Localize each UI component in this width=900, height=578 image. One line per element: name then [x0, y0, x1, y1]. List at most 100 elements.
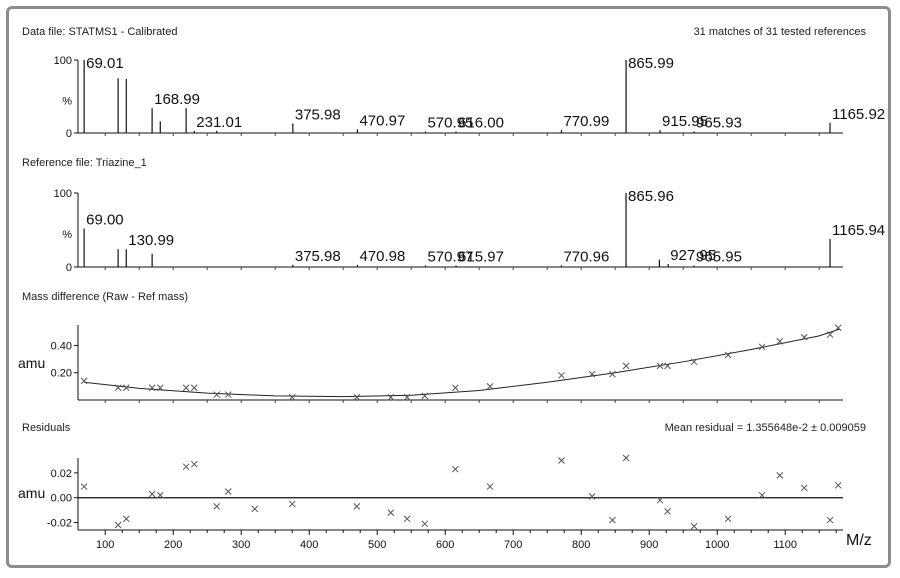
residuals-point — [182, 463, 190, 471]
residuals-point — [622, 454, 630, 462]
x-tick-label: 800 — [572, 539, 590, 551]
reference-file-peak-label: 615.97 — [458, 249, 504, 266]
x-axis-label: M/z — [846, 532, 872, 549]
x-tick-label: 1000 — [705, 539, 729, 551]
residuals-point — [421, 520, 429, 528]
mass-difference-point — [80, 377, 88, 385]
mass-difference-title: Mass difference (Raw - Ref mass) — [22, 291, 188, 303]
mass-difference-point — [724, 351, 732, 359]
reference-file-peak-label: 69.00 — [86, 212, 124, 229]
residuals-point — [156, 491, 164, 499]
residuals-point — [190, 460, 198, 468]
data-file-title: Data file: STATMS1 - Calibrated — [22, 26, 177, 38]
mass-difference-y-label: amu — [18, 355, 45, 371]
mass-difference-point — [213, 391, 221, 398]
mass-difference-point — [224, 391, 232, 398]
mass-difference-point — [664, 362, 671, 370]
residuals-point — [251, 505, 259, 513]
residuals-point — [800, 484, 808, 492]
reference-file-y-tick-label: 100 — [54, 188, 72, 200]
reference-file-title: Reference file: Triazine_1 — [22, 157, 147, 169]
mass-difference-fit-curve — [84, 328, 840, 398]
reference-file-peak-label: 130.99 — [128, 232, 174, 249]
residuals-point — [826, 516, 834, 524]
residuals-point — [588, 493, 596, 500]
data-file-peak-label: 1165.92 — [832, 106, 885, 123]
mass-difference-point — [609, 370, 616, 378]
mass-difference-point — [353, 393, 361, 401]
residuals-point — [122, 515, 130, 523]
residuals-point — [403, 515, 411, 523]
mass-difference-point — [834, 324, 842, 332]
x-tick-label: 300 — [232, 539, 250, 551]
residuals-point — [452, 465, 459, 473]
data-file-peak-label: 865.99 — [628, 55, 674, 72]
residuals-summary: Mean residual = 1.355648e-2 ± 0.009059 — [665, 422, 866, 434]
residuals-point — [224, 488, 232, 495]
x-tick-label: 1100 — [773, 539, 797, 551]
mass-difference-point — [288, 393, 296, 401]
data-file-peak-label: 570.95 — [427, 115, 473, 132]
data-file-y-tick-label: 100 — [54, 55, 72, 67]
mass-difference-point — [403, 393, 411, 401]
residuals-point — [213, 503, 221, 510]
x-tick-label: 900 — [640, 539, 658, 551]
residuals-point — [114, 521, 122, 529]
data-file-peak-label: 375.98 — [295, 107, 341, 124]
mass-difference-point — [190, 384, 198, 392]
reference-file-peak-label: 470.98 — [359, 248, 405, 265]
reference-file-peak-label: 865.96 — [628, 188, 674, 205]
residuals-point — [690, 522, 698, 530]
residuals-point — [558, 457, 565, 464]
residuals-point — [724, 515, 732, 523]
residuals-point — [80, 483, 88, 490]
mass-difference-point — [387, 393, 395, 401]
residuals-y-tick-label: -0.02 — [47, 518, 72, 530]
data-file-peak-label: 915.95 — [662, 113, 708, 130]
data-file-peak-label: 616.00 — [458, 115, 504, 132]
data-file-peak-label: 69.01 — [86, 55, 124, 72]
mass-difference-point — [148, 384, 156, 392]
residuals-point — [656, 496, 664, 504]
report-frame — [6, 6, 891, 568]
mass-difference-point — [452, 384, 459, 392]
x-tick-label: 700 — [504, 539, 522, 551]
reference-file-peak-label: 927.95 — [670, 247, 716, 264]
reference-file-peak-label: 375.98 — [295, 248, 341, 265]
residuals-point — [609, 516, 616, 524]
residuals-point — [387, 509, 395, 516]
mass-difference-y-tick-label: 0.20 — [51, 368, 72, 380]
residuals-point — [758, 491, 766, 499]
residuals-point — [834, 481, 842, 489]
reference-file-y-tick-label: 0 — [66, 262, 72, 274]
data-file-peak-label: 965.93 — [696, 115, 742, 132]
data-file-peak-label: 168.99 — [154, 91, 200, 108]
mass-difference-point — [558, 372, 565, 379]
residuals-point — [486, 483, 494, 490]
data-file-peak-label: 470.97 — [359, 112, 405, 129]
x-tick-label: 100 — [96, 539, 114, 551]
data-file-peak-label: 770.99 — [563, 113, 609, 130]
data-file-y-tick-label: 0 — [66, 128, 72, 140]
mass-difference-point — [622, 362, 630, 370]
reference-file-peak-label: 965.95 — [696, 249, 742, 266]
residuals-point — [288, 500, 296, 508]
mass-difference-point — [656, 362, 664, 370]
residuals-title: Residuals — [22, 422, 71, 434]
mass-difference-point — [690, 358, 698, 366]
mass-difference-y-tick-label: 0.40 — [51, 340, 72, 352]
mass-difference-point — [758, 343, 766, 351]
data-file-peak-label: 231.01 — [196, 114, 242, 131]
residuals-point — [148, 490, 156, 498]
mass-difference-point — [486, 383, 494, 390]
residuals-point — [664, 508, 671, 515]
mass-difference-point — [826, 331, 834, 338]
residuals-point — [353, 503, 361, 510]
x-tick-label: 600 — [436, 539, 454, 551]
x-tick-label: 400 — [300, 539, 318, 551]
data-file-y-tick-label: % — [62, 96, 72, 108]
reference-file-peak-label: 570.97 — [427, 249, 473, 266]
reference-file-peak-label: 770.96 — [563, 249, 609, 266]
residuals-y-label: amu — [18, 485, 45, 501]
